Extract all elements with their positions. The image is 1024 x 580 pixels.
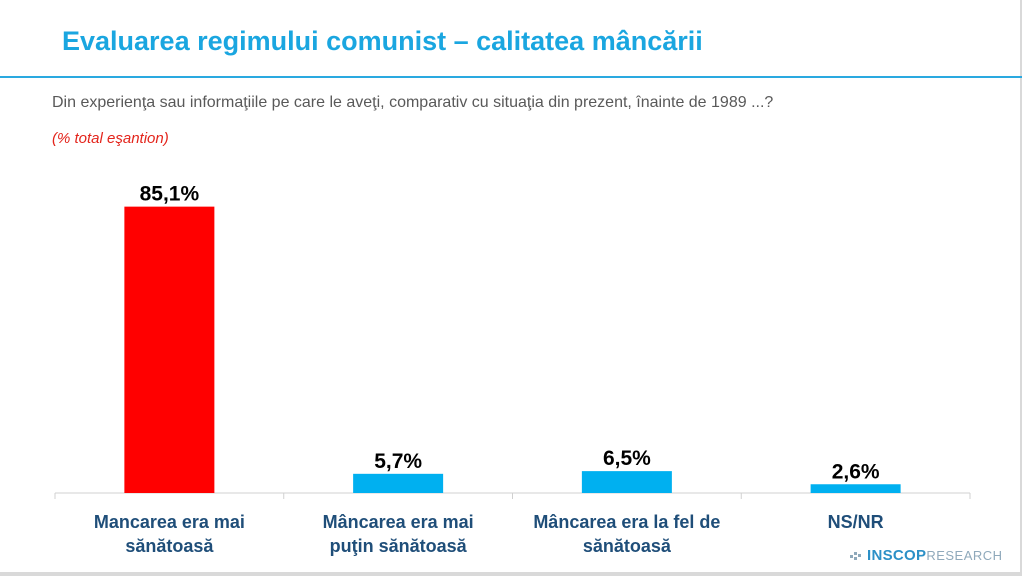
- logo-mark-icon: [850, 551, 861, 560]
- data-label: 85,1%: [140, 183, 200, 206]
- bar: [353, 473, 444, 493]
- data-label: 5,7%: [374, 450, 422, 473]
- sample-note: (% total eşantion): [52, 130, 169, 147]
- bar: [124, 206, 215, 494]
- category-label: Mâncarea era mai: [323, 512, 474, 532]
- survey-question: Din experienţa sau informaţiile pe care …: [52, 94, 774, 111]
- title-divider: [0, 76, 1022, 78]
- logo-text-bold: INSCOP: [867, 547, 927, 564]
- category-label: NS/NR: [828, 512, 884, 532]
- category-label: sănătoasă: [583, 536, 672, 556]
- category-label: Mancarea era mai: [94, 512, 245, 532]
- data-label: 6,5%: [603, 447, 651, 470]
- category-label: Mâncarea era la fel de: [533, 512, 720, 532]
- inscop-logo: INSCOP RESEARCH: [850, 547, 1003, 564]
- category-label: sănătoasă: [125, 536, 214, 556]
- slide-title: Evaluarea regimului comunist – calitatea…: [62, 26, 703, 56]
- data-label: 2,6%: [832, 460, 880, 483]
- logo-text-light: RESEARCH: [926, 548, 1003, 563]
- bar: [581, 471, 672, 493]
- category-label: puţin sănătoasă: [330, 536, 468, 556]
- bar: [810, 484, 901, 493]
